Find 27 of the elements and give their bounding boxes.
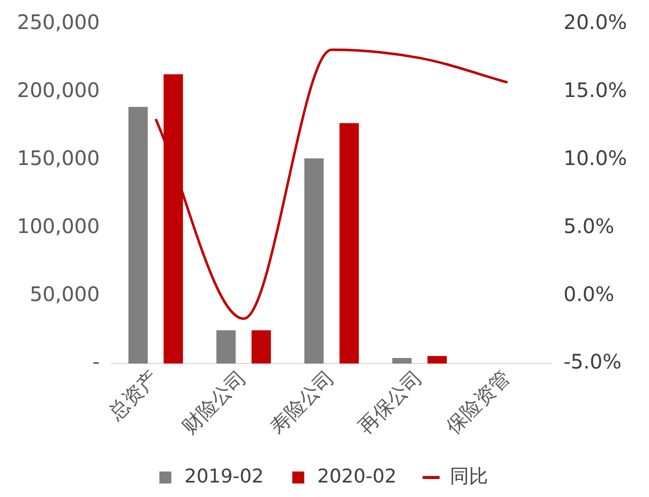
legend-label: 2020-02 <box>317 465 397 488</box>
y2-tick-label: 0.0% <box>563 282 614 306</box>
legend-label: 同比 <box>450 465 488 488</box>
y-tick-label: 100,000 <box>16 214 100 238</box>
bar <box>340 123 359 364</box>
x-tick-label: 财险公司 <box>177 365 251 439</box>
y2-tick-label: -5.0% <box>563 350 622 374</box>
x-tick-label: 再保公司 <box>353 365 427 439</box>
legend-label: 2019-02 <box>184 465 264 488</box>
y-tick-label: 250,000 <box>16 10 100 34</box>
x-tick-label: 总资产 <box>102 365 163 426</box>
y-tick-label: 200,000 <box>16 78 100 102</box>
y-tick-label: - <box>92 350 100 374</box>
bar <box>427 356 447 364</box>
y2-tick-label: 10.0% <box>563 146 628 170</box>
x-tick-label: 寿险公司 <box>265 365 339 439</box>
x-tick-label: 保险资管 <box>441 365 515 439</box>
bar <box>128 106 148 364</box>
bar <box>252 330 271 364</box>
y2-tick-label: 20.0% <box>563 10 628 34</box>
bar <box>304 158 324 364</box>
bar <box>216 330 236 364</box>
y2-tick-label: 15.0% <box>563 78 628 102</box>
y-tick-label: 50,000 <box>30 282 100 306</box>
y-tick-label: 150,000 <box>16 146 100 170</box>
y2-tick-label: 5.0% <box>563 214 614 238</box>
bar <box>392 358 412 364</box>
